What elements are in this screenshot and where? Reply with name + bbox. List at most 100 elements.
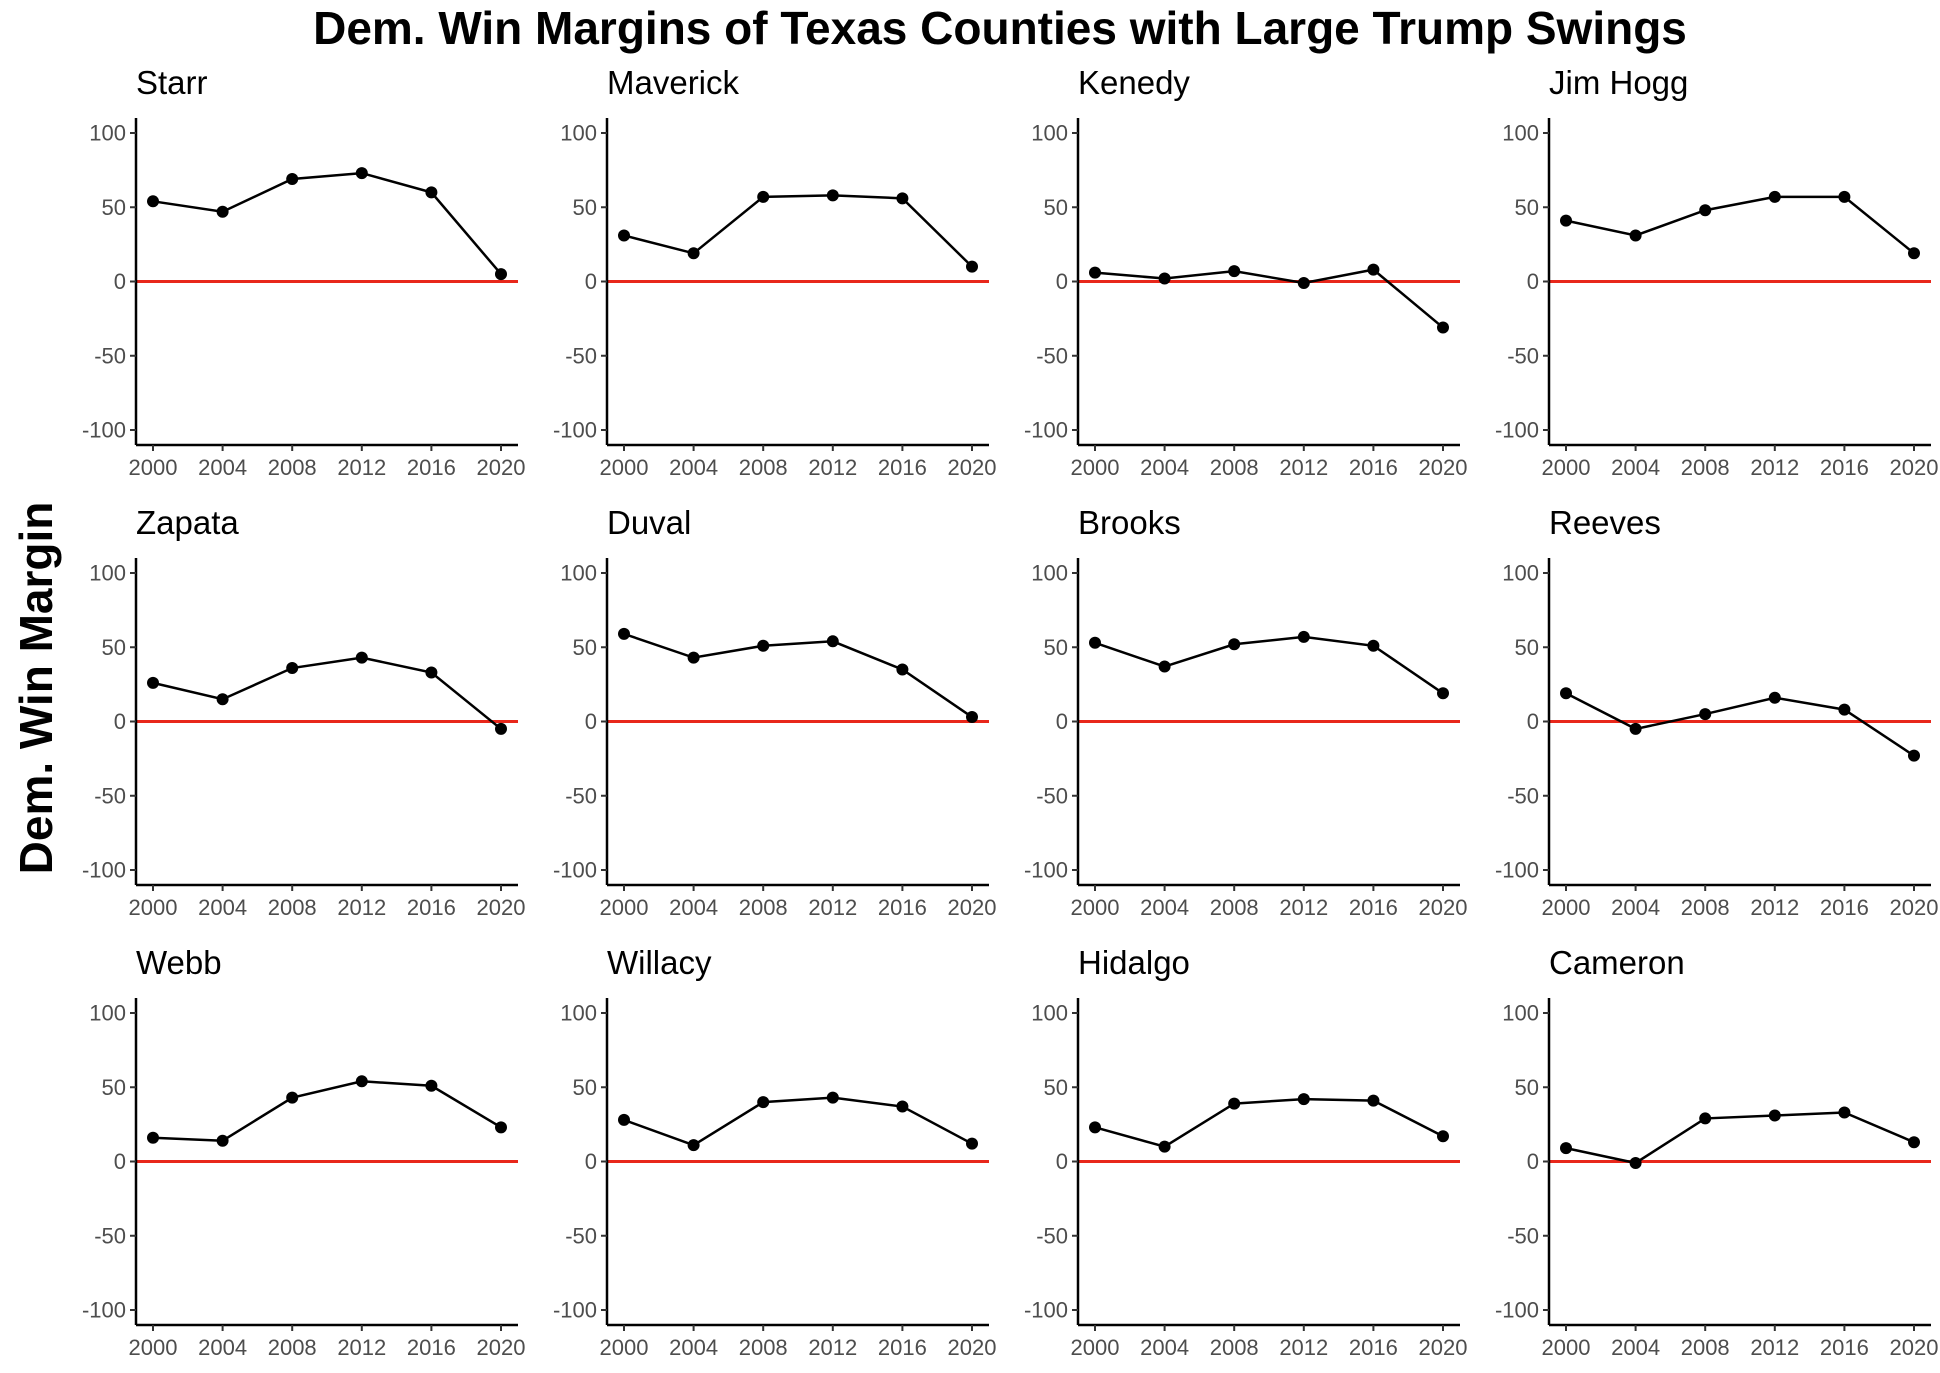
x-tick-label: 2020: [1890, 455, 1939, 480]
x-tick-label: 2004: [198, 455, 247, 480]
x-tick-label: 2012: [808, 455, 857, 480]
data-point: [216, 205, 229, 218]
x-tick-label: 2020: [948, 895, 997, 920]
x-tick-label: 2004: [1140, 1335, 1189, 1360]
y-tick-label: 100: [1031, 561, 1068, 586]
data-point: [1437, 1130, 1449, 1143]
data-point: [1089, 1121, 1101, 1134]
y-tick-label: 100: [89, 1001, 126, 1026]
series-line: [1094, 635, 1444, 695]
x-tick-label: 2000: [1071, 1335, 1120, 1360]
panel-title: Starr: [136, 64, 208, 101]
y-tick-label: -50: [1507, 783, 1539, 808]
data-point: [425, 186, 438, 199]
y-tick-label: 0: [585, 1149, 597, 1174]
x-tick-label: 2004: [1611, 1335, 1660, 1360]
data-point: [216, 693, 229, 706]
data-point: [147, 1131, 159, 1144]
data-point: [687, 651, 700, 664]
data-point: [1367, 1094, 1380, 1107]
y-tick-label: 0: [1527, 1149, 1539, 1174]
x-tick-label: 2008: [1681, 1335, 1730, 1360]
data-point: [618, 229, 630, 242]
x-tick-label: 2020: [477, 895, 526, 920]
y-tick-label: -100: [82, 858, 126, 883]
x-tick-label: 2000: [129, 455, 178, 480]
x-tick-label: 2016: [1349, 455, 1398, 480]
series-line: [152, 656, 502, 730]
x-tick-label: 2008: [1681, 455, 1730, 480]
y-tick-label: -50: [94, 343, 126, 368]
series-line: [1565, 1111, 1915, 1165]
data-point: [826, 189, 839, 202]
data-point: [425, 1079, 438, 1092]
y-tick-label: -50: [94, 783, 126, 808]
panel-title: Maverick: [607, 64, 740, 101]
y-tick-label: 100: [1502, 1001, 1539, 1026]
data-point: [1838, 703, 1851, 716]
x-tick-label: 2008: [1210, 1335, 1259, 1360]
y-tick-label: -100: [553, 1298, 597, 1323]
data-point: [757, 1096, 770, 1109]
x-tick-label: 2020: [948, 455, 997, 480]
data-point: [1908, 247, 1920, 260]
panel-title: Cameron: [1549, 944, 1685, 981]
x-tick-label: 2012: [1279, 1335, 1328, 1360]
data-point: [1560, 214, 1572, 227]
x-tick-label: 2012: [337, 1335, 386, 1360]
data-point: [425, 666, 438, 679]
y-tick-label: 100: [1502, 121, 1539, 146]
data-point: [1228, 1097, 1241, 1110]
y-tick-label: -100: [1024, 858, 1068, 883]
data-point: [687, 247, 700, 260]
data-point: [966, 260, 978, 273]
data-point: [1089, 266, 1101, 279]
x-tick-label: 2000: [1071, 455, 1120, 480]
x-tick-label: 2020: [477, 1335, 526, 1360]
x-tick-label: 2016: [407, 895, 456, 920]
data-point: [826, 635, 839, 648]
y-tick-label: 50: [1515, 635, 1539, 660]
x-tick-label: 2012: [337, 455, 386, 480]
data-point: [1908, 1136, 1920, 1149]
panel-title: Hidalgo: [1078, 944, 1190, 981]
x-tick-label: 2000: [1542, 895, 1591, 920]
data-point: [1699, 708, 1712, 721]
data-point: [757, 639, 770, 652]
data-point: [1629, 229, 1642, 242]
data-point: [1158, 660, 1171, 673]
data-point: [355, 651, 368, 664]
data-point: [1089, 636, 1101, 649]
x-tick-label: 2012: [1750, 895, 1799, 920]
x-tick-label: 2020: [1419, 1335, 1468, 1360]
panel-title: Reeves: [1549, 504, 1661, 541]
data-point: [826, 1091, 839, 1104]
data-point: [1367, 639, 1380, 652]
x-tick-label: 2004: [669, 895, 718, 920]
data-point: [687, 1139, 700, 1152]
data-point: [896, 1100, 909, 1113]
x-tick-label: 2008: [1681, 895, 1730, 920]
y-tick-label: 100: [1502, 561, 1539, 586]
data-point: [216, 1134, 229, 1147]
y-tick-label: 0: [114, 269, 126, 294]
y-tick-label: -50: [1036, 343, 1068, 368]
data-point: [1158, 1140, 1171, 1153]
y-tick-label: 0: [1056, 709, 1068, 734]
panel-title: Jim Hogg: [1549, 64, 1688, 101]
y-tick-label: 50: [573, 1075, 597, 1100]
y-tick-label: 50: [102, 1075, 126, 1100]
x-tick-label: 2016: [1820, 455, 1869, 480]
x-tick-label: 2008: [1210, 895, 1259, 920]
x-tick-label: 2000: [600, 895, 649, 920]
y-tick-label: 50: [1044, 1075, 1068, 1100]
x-tick-label: 2000: [1071, 895, 1120, 920]
x-tick-label: 2020: [1419, 895, 1468, 920]
y-tick-label: 50: [573, 195, 597, 220]
